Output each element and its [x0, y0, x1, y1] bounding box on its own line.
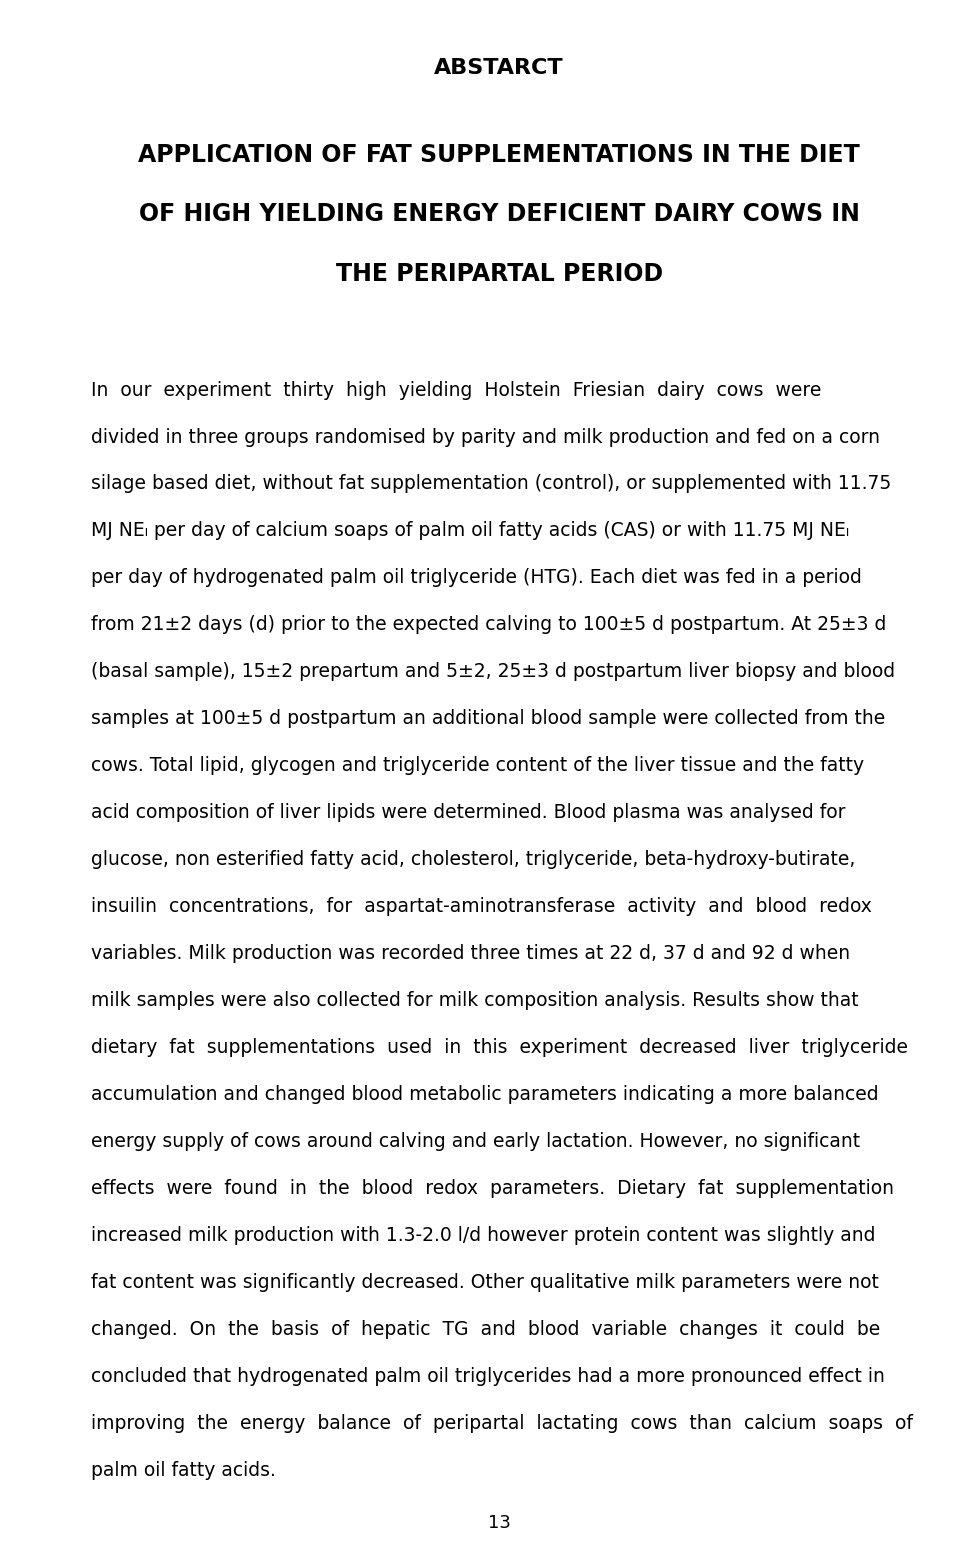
Text: effects  were  found  in  the  blood  redox  parameters.  Dietary  fat  suppleme: effects were found in the blood redox pa… [91, 1179, 894, 1198]
Text: changed.  On  the  basis  of  hepatic  TG  and  blood  variable  changes  it  co: changed. On the basis of hepatic TG and … [91, 1320, 880, 1339]
Text: glucose, non esterified fatty acid, cholesterol, triglyceride, beta-hydroxy-buti: glucose, non esterified fatty acid, chol… [91, 850, 855, 869]
Text: improving  the  energy  balance  of  peripartal  lactating  cows  than  calcium : improving the energy balance of peripart… [91, 1414, 913, 1433]
Text: ABSTARCT: ABSTARCT [434, 58, 564, 78]
Text: variables. Milk production was recorded three times at 22 d, 37 d and 92 d when: variables. Milk production was recorded … [91, 944, 851, 963]
Text: 13: 13 [488, 1514, 511, 1532]
Text: accumulation and changed blood metabolic parameters indicating a more balanced: accumulation and changed blood metabolic… [91, 1085, 878, 1104]
Text: silage based diet, without fat supplementation (control), or supplemented with 1: silage based diet, without fat supplemen… [91, 474, 892, 493]
Text: palm oil fatty acids.: palm oil fatty acids. [91, 1461, 276, 1480]
Text: divided in three groups randomised by parity and milk production and fed on a co: divided in three groups randomised by pa… [91, 428, 880, 446]
Text: APPLICATION OF FAT SUPPLEMENTATIONS IN THE DIET: APPLICATION OF FAT SUPPLEMENTATIONS IN T… [138, 143, 860, 166]
Text: samples at 100±5 d postpartum an additional blood sample were collected from the: samples at 100±5 d postpartum an additio… [91, 709, 885, 728]
Text: acid composition of liver lipids were determined. Blood plasma was analysed for: acid composition of liver lipids were de… [91, 803, 846, 822]
Text: dietary  fat  supplementations  used  in  this  experiment  decreased  liver  tr: dietary fat supplementations used in thi… [91, 1038, 908, 1057]
Text: THE PERIPARTAL PERIOD: THE PERIPARTAL PERIOD [336, 262, 662, 285]
Text: concluded that hydrogenated palm oil triglycerides had a more pronounced effect : concluded that hydrogenated palm oil tri… [91, 1367, 885, 1386]
Text: cows. Total lipid, glycogen and triglyceride content of the liver tissue and the: cows. Total lipid, glycogen and triglyce… [91, 756, 864, 775]
Text: fat content was significantly decreased. Other qualitative milk parameters were : fat content was significantly decreased.… [91, 1273, 879, 1292]
Text: (basal sample), 15±2 prepartum and 5±2, 25±3 d postpartum liver biopsy and blood: (basal sample), 15±2 prepartum and 5±2, … [91, 662, 896, 681]
Text: increased milk production with 1.3-2.0 l/d however protein content was slightly : increased milk production with 1.3-2.0 l… [91, 1226, 876, 1245]
Text: from 21±2 days (d) prior to the expected calving to 100±5 d postpartum. At 25±3 : from 21±2 days (d) prior to the expected… [91, 615, 887, 634]
Text: per day of hydrogenated palm oil triglyceride (HTG). Each diet was fed in a peri: per day of hydrogenated palm oil triglyc… [91, 568, 862, 587]
Text: MJ NEₗ per day of calcium soaps of palm oil fatty acids (CAS) or with 11.75 MJ N: MJ NEₗ per day of calcium soaps of palm … [91, 521, 850, 540]
Text: insuilin  concentrations,  for  aspartat-aminotransferase  activity  and  blood : insuilin concentrations, for aspartat-am… [91, 897, 872, 916]
Text: In  our  experiment  thirty  high  yielding  Holstein  Friesian  dairy  cows  we: In our experiment thirty high yielding H… [91, 381, 822, 399]
Text: OF HIGH YIELDING ENERGY DEFICIENT DAIRY COWS IN: OF HIGH YIELDING ENERGY DEFICIENT DAIRY … [139, 202, 859, 226]
Text: milk samples were also collected for milk composition analysis. Results show tha: milk samples were also collected for mil… [91, 991, 859, 1010]
Text: energy supply of cows around calving and early lactation. However, no significan: energy supply of cows around calving and… [91, 1132, 860, 1151]
